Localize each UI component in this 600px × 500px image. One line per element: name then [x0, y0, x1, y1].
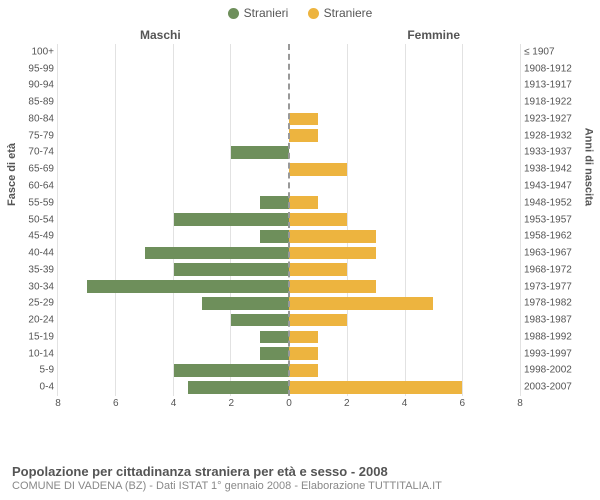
bar-female — [289, 196, 318, 209]
legend-male-label: Stranieri — [244, 6, 289, 20]
age-label: 75-79 — [10, 130, 54, 141]
birth-label: 1963-1967 — [524, 248, 590, 259]
birth-label: 1978-1982 — [524, 298, 590, 309]
birth-label: 2003-2007 — [524, 382, 590, 393]
chart-subtitle: COMUNE DI VADENA (BZ) - Dati ISTAT 1° ge… — [12, 480, 588, 492]
bar-female — [289, 247, 376, 260]
bar-female — [289, 113, 318, 126]
bar-male — [188, 381, 289, 394]
age-label: 70-74 — [10, 147, 54, 158]
bar-female — [289, 314, 347, 327]
bar-male — [231, 314, 289, 327]
bar-female — [289, 381, 462, 394]
birth-label: 1928-1932 — [524, 130, 590, 141]
age-label: 80-84 — [10, 113, 54, 124]
xtick: 6 — [113, 398, 119, 409]
bar-male — [202, 297, 289, 310]
bar-female — [289, 331, 318, 344]
legend-female-label: Straniere — [324, 6, 373, 20]
xtick: 8 — [517, 398, 523, 409]
bar-male — [87, 280, 289, 293]
swatch-female — [308, 8, 319, 19]
zero-line — [288, 44, 290, 396]
birth-label: 1948-1952 — [524, 197, 590, 208]
birth-label: 1923-1927 — [524, 113, 590, 124]
xtick: 0 — [286, 398, 292, 409]
bar-female — [289, 297, 433, 310]
birth-label: 1913-1917 — [524, 80, 590, 91]
legend-female: Straniere — [308, 6, 373, 20]
age-label: 35-39 — [10, 264, 54, 275]
birth-label: 1993-1997 — [524, 348, 590, 359]
bar-female — [289, 280, 376, 293]
age-label: 95-99 — [10, 63, 54, 74]
birth-label: 1988-1992 — [524, 331, 590, 342]
bar-female — [289, 263, 347, 276]
legend-male: Stranieri — [228, 6, 289, 20]
bar-female — [289, 213, 347, 226]
age-label: 50-54 — [10, 214, 54, 225]
birth-label: 1933-1937 — [524, 147, 590, 158]
header-female: Femmine — [407, 28, 460, 42]
bar-male — [174, 364, 290, 377]
bar-male — [174, 213, 290, 226]
swatch-male — [228, 8, 239, 19]
bar-male — [260, 196, 289, 209]
birth-label: 1908-1912 — [524, 63, 590, 74]
bar-female — [289, 347, 318, 360]
bar-male — [260, 331, 289, 344]
chart-title: Popolazione per cittadinanza straniera p… — [12, 464, 588, 479]
birth-label: 1938-1942 — [524, 164, 590, 175]
birth-label: ≤ 1907 — [524, 46, 590, 57]
xtick: 4 — [171, 398, 177, 409]
birth-label: 1958-1962 — [524, 231, 590, 242]
age-label: 25-29 — [10, 298, 54, 309]
bar-female — [289, 364, 318, 377]
xtick: 4 — [402, 398, 408, 409]
age-label: 15-19 — [10, 331, 54, 342]
plot-area: 100+≤ 190795-991908-191290-941913-191785… — [58, 44, 520, 396]
age-label: 65-69 — [10, 164, 54, 175]
chart: Maschi Femmine Fasce di età Anni di nasc… — [10, 26, 590, 426]
birth-label: 1983-1987 — [524, 315, 590, 326]
legend: Stranieri Straniere — [0, 0, 600, 22]
footer: Popolazione per cittadinanza straniera p… — [12, 464, 588, 492]
age-label: 100+ — [10, 46, 54, 57]
bar-female — [289, 129, 318, 142]
xtick: 2 — [228, 398, 234, 409]
xtick: 6 — [459, 398, 465, 409]
birth-label: 1918-1922 — [524, 97, 590, 108]
age-label: 30-34 — [10, 281, 54, 292]
age-label: 5-9 — [10, 365, 54, 376]
birth-label: 1968-1972 — [524, 264, 590, 275]
age-label: 20-24 — [10, 315, 54, 326]
header-male: Maschi — [140, 28, 181, 42]
bar-male — [145, 247, 289, 260]
bar-male — [260, 347, 289, 360]
bar-female — [289, 230, 376, 243]
age-label: 60-64 — [10, 181, 54, 192]
bar-male — [260, 230, 289, 243]
birth-label: 1973-1977 — [524, 281, 590, 292]
birth-label: 1998-2002 — [524, 365, 590, 376]
birth-label: 1953-1957 — [524, 214, 590, 225]
xtick: 2 — [344, 398, 350, 409]
bar-male — [174, 263, 290, 276]
x-axis: 0 2 2 4 4 6 6 8 8 — [58, 398, 520, 412]
birth-label: 1943-1947 — [524, 181, 590, 192]
age-label: 90-94 — [10, 80, 54, 91]
age-label: 45-49 — [10, 231, 54, 242]
age-label: 85-89 — [10, 97, 54, 108]
bar-male — [231, 146, 289, 159]
age-label: 40-44 — [10, 248, 54, 259]
bar-female — [289, 163, 347, 176]
age-label: 55-59 — [10, 197, 54, 208]
xtick: 8 — [55, 398, 61, 409]
age-label: 10-14 — [10, 348, 54, 359]
age-label: 0-4 — [10, 382, 54, 393]
